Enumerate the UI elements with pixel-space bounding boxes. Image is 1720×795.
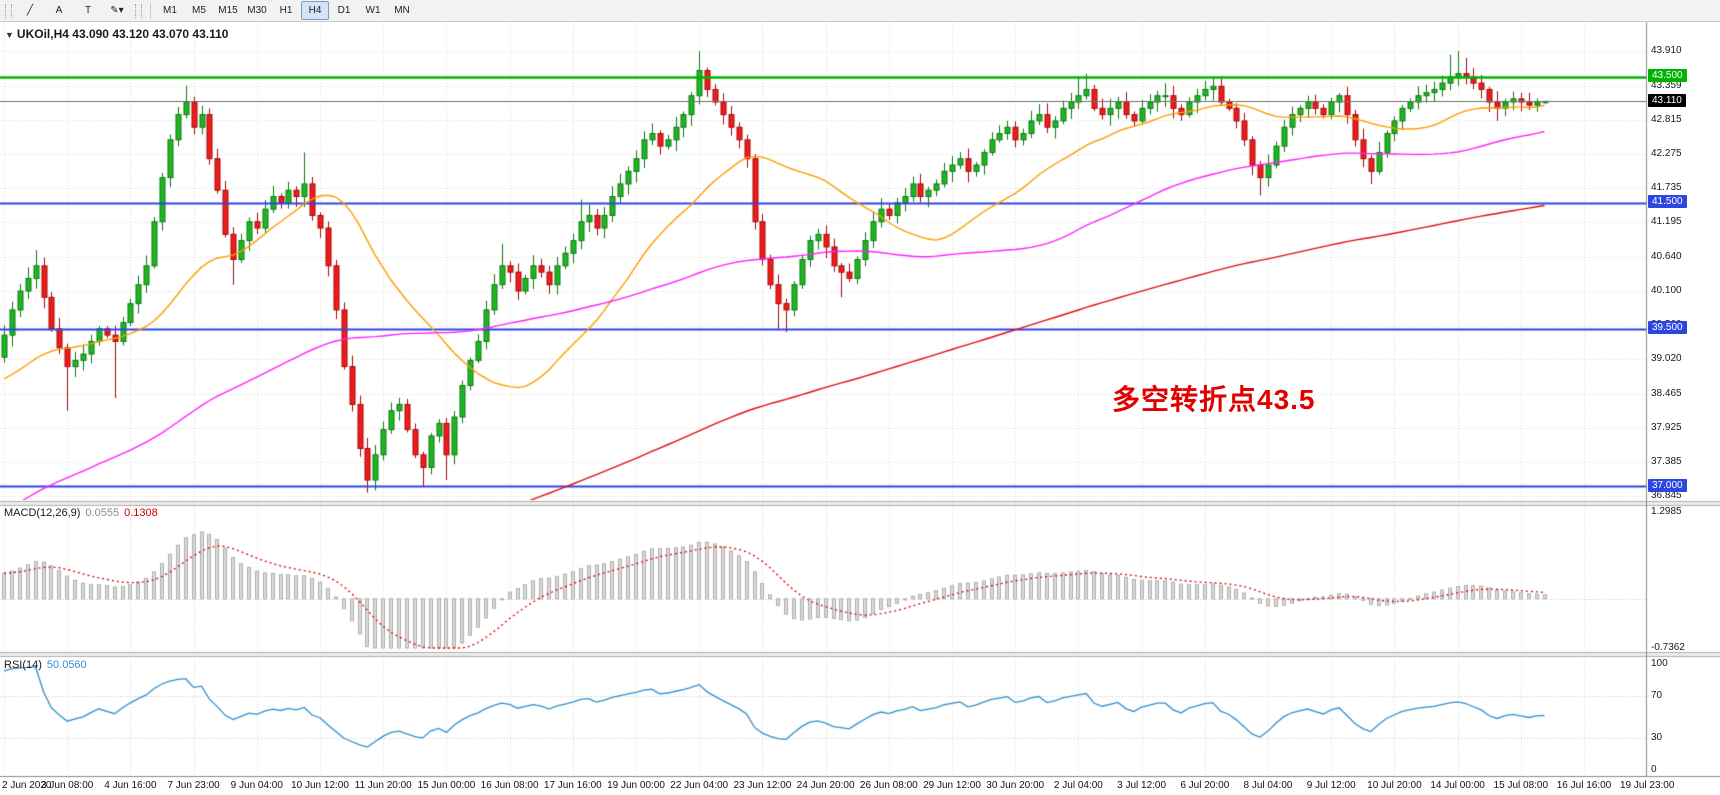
time-axis[interactable]: 2 Jun 2020 3 Jun 08:00 4 Jun 16:00 7 Jun 23… — [0, 777, 1720, 795]
time-axis-label: 24 Jun 20:00 — [796, 780, 855, 791]
time-axis-label: 15 Jul 08:00 — [1493, 780, 1549, 791]
macd-name: MACD(12,26,9) — [4, 507, 81, 519]
timeframe-button-m5[interactable]: M5 — [192, 5, 206, 16]
price-tick-label: 37.925 — [1651, 422, 1682, 434]
rsi-value: 50.0560 — [46, 659, 87, 671]
price-tick-label: 43.359 — [1651, 79, 1682, 91]
price-tick-label: 39.020 — [1651, 353, 1682, 365]
time-axis-label: 16 Jul 16:00 — [1556, 780, 1612, 791]
price-level-badge: 43.500 — [1648, 69, 1687, 83]
trendline-tool[interactable]: ╱ — [26, 5, 34, 16]
price-tick-label: 40.640 — [1651, 251, 1682, 262]
timeframe-button-mn[interactable]: MN — [394, 5, 410, 16]
timeframe-button-m15[interactable]: M15 — [218, 5, 238, 16]
timeframe-button-h4[interactable]: H4 — [301, 1, 329, 20]
time-axis-label: 14 Jul 00:00 — [1430, 780, 1485, 791]
rsi-scale-label: 30 — [1651, 732, 1663, 744]
macd-scale-max: 1.2985 — [1651, 506, 1682, 517]
price-level-badge: 39.500 — [1648, 321, 1687, 335]
text-label-tool[interactable]: T — [84, 5, 92, 16]
timeframe-button-w1[interactable]: W1 — [365, 5, 381, 16]
time-axis-label: 10 Jul 20:00 — [1367, 780, 1422, 791]
chart-annotation: 多空转折点43.5 — [1112, 384, 1316, 415]
price-tick-label: 42.275 — [1651, 148, 1682, 159]
time-axis-label: 15 Jun 00:00 — [417, 780, 476, 791]
toolbar-separator — [150, 2, 151, 19]
macd-signal-value: 0.1308 — [124, 507, 158, 519]
price-tick-label: 43.910 — [1651, 45, 1682, 56]
price-level-badge: 43.110 — [1648, 93, 1686, 107]
toolbar-grip[interactable] — [135, 3, 142, 18]
macd-scale-min: -0.7362 — [1651, 642, 1685, 653]
timeframe-button-m30[interactable]: M30 — [247, 5, 267, 16]
rsi-indicator-label: RSI(14) 50.0560 — [4, 659, 87, 671]
timeframe-group: M1 M5 M15 M30 H1 H4 D1 W1 MN — [156, 1, 416, 20]
price-level-badge: 37.000 — [1648, 478, 1687, 492]
price-tick-label: 37.385 — [1651, 456, 1682, 468]
toolbar: ╱ A T ✎▾ M1 M5 M15 M30 H1 H4 D1 W1 MN — [0, 0, 1720, 22]
time-axis-label: 6 Jul 20:00 — [1180, 780, 1230, 791]
time-axis-label: 3 Jun 08:00 — [41, 780, 94, 791]
time-axis-label: 22 Jun 04:00 — [670, 780, 729, 791]
time-axis-label: 9 Jul 12:00 — [1306, 780, 1356, 791]
time-axis-label: 30 Jun 20:00 — [986, 780, 1045, 791]
time-axis-label: 17 Jun 16:00 — [543, 780, 602, 791]
time-axis-label: 4 Jun 16:00 — [104, 780, 157, 791]
rsi-scale-label: 70 — [1651, 689, 1663, 701]
time-axis-label: 23 Jun 12:00 — [733, 780, 792, 791]
symbol-title: ▼ UKOil,H4 43.090 43.120 43.070 43.110 — [5, 27, 228, 41]
time-axis-label: 19 Jun 00:00 — [607, 780, 665, 791]
time-axis-label: 8 Jul 04:00 — [1243, 780, 1293, 791]
text-tool[interactable]: A — [55, 5, 63, 16]
symbol-collapse-icon[interactable]: ▼ — [5, 30, 14, 40]
time-axis-label: 26 Jun 08:00 — [859, 780, 918, 791]
rsi-scale-label: 0 — [1651, 764, 1657, 775]
time-axis-label: 2 Jun 2020 — [2, 780, 52, 791]
drawing-tools-group: ╱ A T ✎▾ — [16, 1, 131, 20]
rsi-name: RSI(14) — [4, 659, 42, 671]
time-axis-label: 16 Jun 08:00 — [480, 780, 539, 791]
symbol-ohlc-values: 43.090 43.120 43.070 43.110 — [72, 27, 229, 41]
timeframe-button-m1[interactable]: M1 — [163, 5, 177, 16]
draw-tools-dropdown[interactable]: ✎▾ — [110, 5, 124, 16]
time-axis-label: 11 Jun 20:00 — [354, 780, 412, 791]
price-tick-label: 42.815 — [1651, 113, 1682, 125]
time-axis-label: 3 Jul 12:00 — [1117, 780, 1167, 791]
rsi-scale-label: 100 — [1651, 658, 1668, 669]
price-tick-label: 38.465 — [1651, 388, 1682, 400]
price-level-badge: 41.500 — [1648, 195, 1687, 209]
price-tick-label: 41.195 — [1651, 216, 1682, 228]
macd-indicator-label: MACD(12,26,9) 0.0555 0.1308 — [4, 507, 158, 519]
macd-main-value: 0.0555 — [85, 507, 120, 519]
price-tick-label: 40.100 — [1651, 285, 1682, 297]
toolbar-grip[interactable] — [5, 3, 12, 18]
price-tick-label: 36.845 — [1651, 490, 1682, 502]
timeframe-button-h1[interactable]: H1 — [279, 5, 293, 16]
timeframe-button-d1[interactable]: D1 — [337, 5, 351, 16]
price-tick-label: 41.735 — [1651, 182, 1682, 194]
time-axis-label: 9 Jun 04:00 — [230, 780, 283, 791]
time-axis-label: 7 Jun 23:00 — [167, 780, 220, 791]
time-axis-label: 10 Jun 12:00 — [291, 780, 349, 791]
time-axis-label: 2 Jul 04:00 — [1053, 780, 1103, 791]
time-axis-label: 19 Jul 23:00 — [1619, 780, 1675, 791]
time-axis-label: 29 Jun 12:00 — [923, 780, 981, 791]
price-scale[interactable]: 43.910 43.359 42.815 42.275 41.735 41.195 40.6… — [1647, 22, 1720, 778]
symbol-name: UKOil,H4 — [16, 27, 69, 41]
